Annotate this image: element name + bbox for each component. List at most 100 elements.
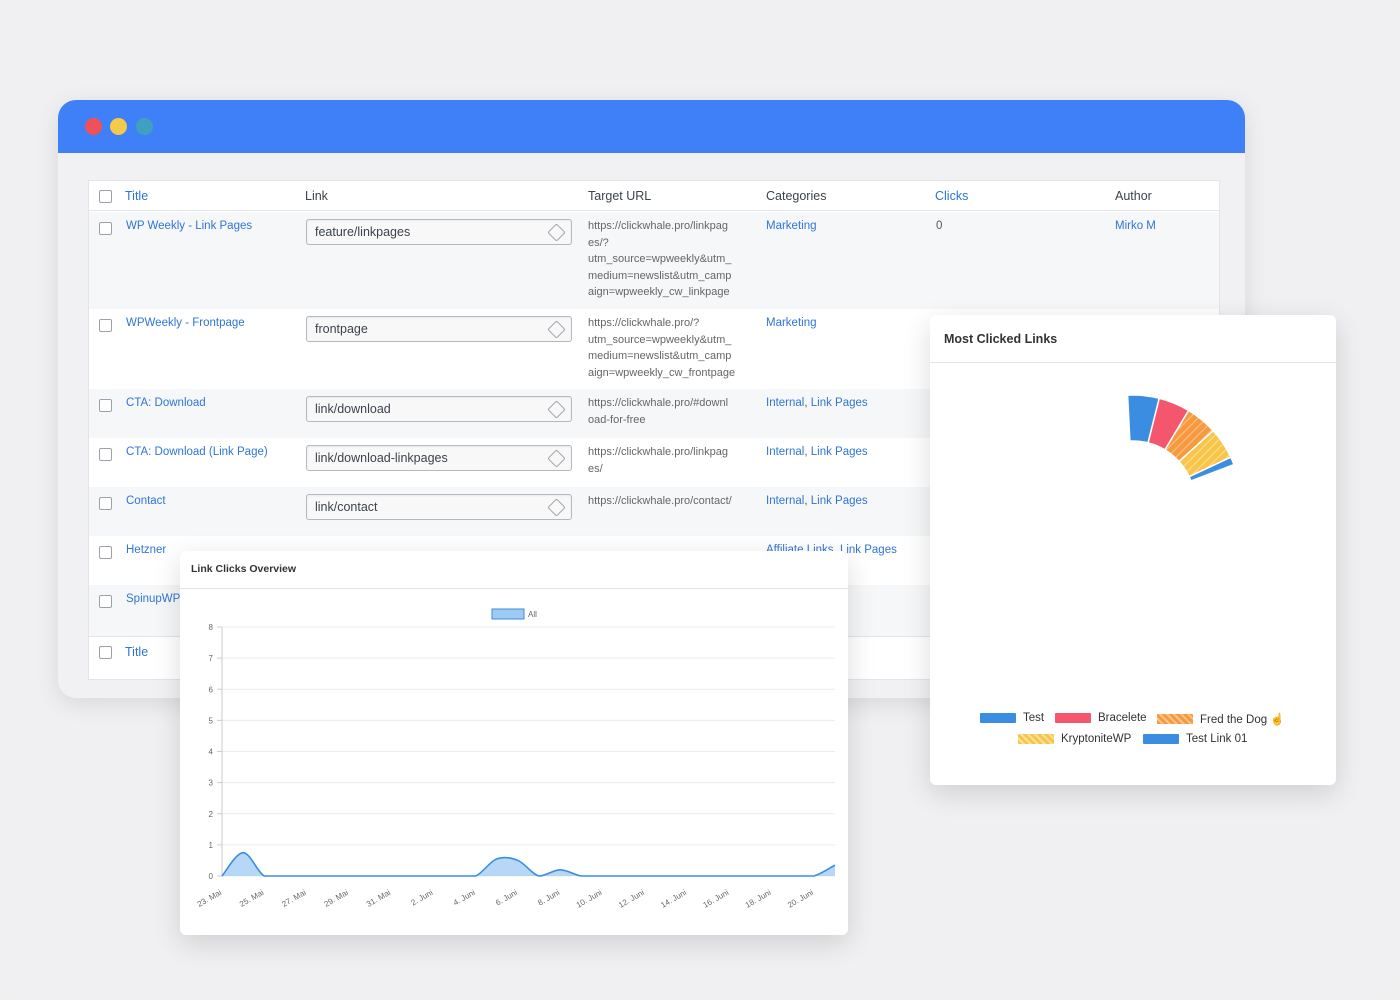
table-row: CTA: Download (Link Page) link/download-l… bbox=[89, 438, 1219, 487]
categories-cell: Marketing bbox=[766, 317, 817, 329]
link-clicks-overview-panel: Link Clicks Overview 0 1 2 3 4 5 6 7 8 23. Mai 25.… bbox=[180, 551, 848, 935]
x-tick-label: 4. Juni bbox=[452, 888, 477, 908]
tag-icon[interactable] bbox=[547, 400, 566, 419]
column-categories-header: Categories bbox=[766, 189, 827, 203]
pie-slice-4[interactable] bbox=[1188, 456, 1235, 482]
category-link[interactable]: Internal bbox=[766, 495, 805, 507]
link-title[interactable]: WPWeekly - Frontpage bbox=[126, 317, 245, 329]
target-url: https://clickwhale.pro/linkpag es/ bbox=[588, 446, 729, 475]
column-target-url-header: Target URL bbox=[588, 189, 652, 203]
row-checkbox[interactable] bbox=[99, 399, 112, 412]
tag-icon[interactable] bbox=[547, 449, 566, 468]
category-separator: , bbox=[804, 495, 811, 507]
link-clicks-chart: 0 1 2 3 4 5 6 7 8 23. Mai 25. Mai 27. Mai 29. Mai 31.… bbox=[196, 608, 836, 910]
category-link[interactable]: Link Pages bbox=[810, 495, 868, 507]
tag-icon[interactable] bbox=[547, 498, 566, 517]
target-url: https://clickwhale.pro/linkpag es/? utm_… bbox=[588, 220, 732, 298]
legend-item[interactable]: Test Link 01 bbox=[1143, 733, 1247, 745]
category-link[interactable]: Link Pages bbox=[810, 446, 868, 458]
category-link[interactable]: Link Pages bbox=[839, 544, 897, 556]
row-checkbox[interactable] bbox=[99, 222, 112, 235]
overview-title: Link Clicks Overview bbox=[191, 563, 297, 575]
slug-value: feature/linkpages bbox=[315, 225, 411, 239]
y-tick-label: 3 bbox=[209, 779, 214, 788]
column-clicks-header[interactable]: Clicks bbox=[935, 189, 969, 203]
link-title[interactable]: WP Weekly - Link Pages bbox=[126, 220, 253, 232]
slug-input[interactable]: frontpage bbox=[306, 316, 572, 342]
legend-swatch bbox=[1018, 734, 1054, 744]
category-link[interactable]: Marketing bbox=[766, 317, 817, 329]
link-title[interactable]: CTA: Download (Link Page) bbox=[126, 446, 268, 458]
x-tick-label: 25. Mai bbox=[238, 888, 265, 909]
row-checkbox[interactable] bbox=[99, 497, 112, 510]
category-separator: , bbox=[804, 397, 811, 409]
slug-input[interactable]: link/download bbox=[306, 396, 572, 422]
x-tick-label: 6. Juni bbox=[494, 888, 519, 908]
legend-swatch bbox=[1157, 714, 1193, 724]
row-checkbox[interactable] bbox=[99, 546, 112, 559]
table-row: WPWeekly - Frontpage frontpage https://cli… bbox=[89, 309, 1219, 389]
categories-cell: Internal, Link Pages bbox=[766, 397, 868, 409]
y-tick-label: 4 bbox=[209, 748, 214, 757]
row-checkbox[interactable] bbox=[99, 595, 112, 608]
maximize-window-dot[interactable] bbox=[136, 118, 153, 135]
tag-icon[interactable] bbox=[547, 320, 566, 339]
link-title[interactable]: SpinupWP bbox=[126, 593, 181, 605]
slug-value: link/download bbox=[315, 402, 391, 416]
most-clicked-chart bbox=[1126, 394, 1235, 482]
select-all-footer-checkbox[interactable] bbox=[99, 646, 112, 659]
table-header: Title Link Target URL Categories Clicks … bbox=[89, 181, 1219, 211]
slug-input[interactable]: link/contact bbox=[306, 494, 572, 520]
target-url: https://clickwhale.pro/contact/ bbox=[588, 495, 732, 507]
category-link[interactable]: Link Pages bbox=[810, 397, 868, 409]
slug-value: link/contact bbox=[315, 500, 378, 514]
legend-swatch bbox=[980, 713, 1016, 723]
slug-value: link/download-linkpages bbox=[315, 451, 448, 465]
x-tick-label: 16. Juni bbox=[702, 888, 731, 910]
categories-cell: Internal, Link Pages bbox=[766, 446, 868, 458]
select-all-checkbox[interactable] bbox=[99, 190, 112, 203]
slug-input[interactable]: feature/linkpages bbox=[306, 219, 572, 245]
legend-item[interactable]: KryptoniteWP bbox=[1018, 733, 1131, 745]
legend-item[interactable]: Bracelete bbox=[1055, 712, 1147, 724]
x-tick-label: 2. Juni bbox=[409, 888, 434, 908]
link-title[interactable]: Hetzner bbox=[126, 544, 167, 556]
clicks-count: 0 bbox=[936, 220, 943, 232]
x-tick-label: 8. Juni bbox=[536, 888, 561, 908]
minimize-window-dot[interactable] bbox=[110, 118, 127, 135]
legend-swatch bbox=[1143, 734, 1179, 744]
y-tick-label: 2 bbox=[209, 810, 214, 819]
x-tick-label: 18. Juni bbox=[744, 888, 773, 910]
panel-divider bbox=[180, 588, 848, 589]
target-url: https://clickwhale.pro/#downl oad-for-fr… bbox=[588, 397, 729, 426]
y-tick-label: 8 bbox=[209, 623, 214, 632]
y-tick-label: 1 bbox=[209, 841, 214, 850]
y-tick-label: 0 bbox=[209, 872, 214, 881]
legend-label: Fred the Dog ☝ bbox=[1200, 714, 1285, 726]
column-title-header[interactable]: Title bbox=[125, 189, 149, 203]
legend-swatch bbox=[1055, 713, 1091, 723]
slug-input[interactable]: link/download-linkpages bbox=[306, 445, 572, 471]
x-tick-label: 31. Mai bbox=[365, 888, 392, 909]
legend-item[interactable]: Fred the Dog ☝ bbox=[1157, 712, 1285, 726]
x-tick-label: 27. Mai bbox=[280, 888, 307, 909]
category-link[interactable]: Internal bbox=[766, 446, 805, 458]
tag-icon[interactable] bbox=[547, 223, 566, 242]
x-tick-label: 23. Mai bbox=[196, 888, 223, 909]
x-tick-label: 12. Juni bbox=[617, 888, 646, 910]
row-checkbox[interactable] bbox=[99, 448, 112, 461]
footer-title-header[interactable]: Title bbox=[125, 645, 149, 659]
link-title[interactable]: Contact bbox=[126, 495, 166, 507]
legend-item[interactable]: Test bbox=[980, 712, 1044, 724]
x-tick-label: 10. Juni bbox=[575, 888, 604, 910]
x-tick-label: 20. Juni bbox=[786, 888, 815, 910]
link-title[interactable]: CTA: Download bbox=[126, 397, 206, 409]
row-checkbox[interactable] bbox=[99, 319, 112, 332]
category-link[interactable]: Marketing bbox=[766, 220, 817, 232]
legend-label: KryptoniteWP bbox=[1061, 733, 1132, 745]
category-link[interactable]: Internal bbox=[766, 397, 805, 409]
close-window-dot[interactable] bbox=[85, 118, 102, 135]
author-link[interactable]: Mirko M bbox=[1115, 220, 1156, 232]
x-tick-label: 14. Juni bbox=[659, 888, 688, 910]
panel-divider bbox=[930, 362, 1336, 363]
